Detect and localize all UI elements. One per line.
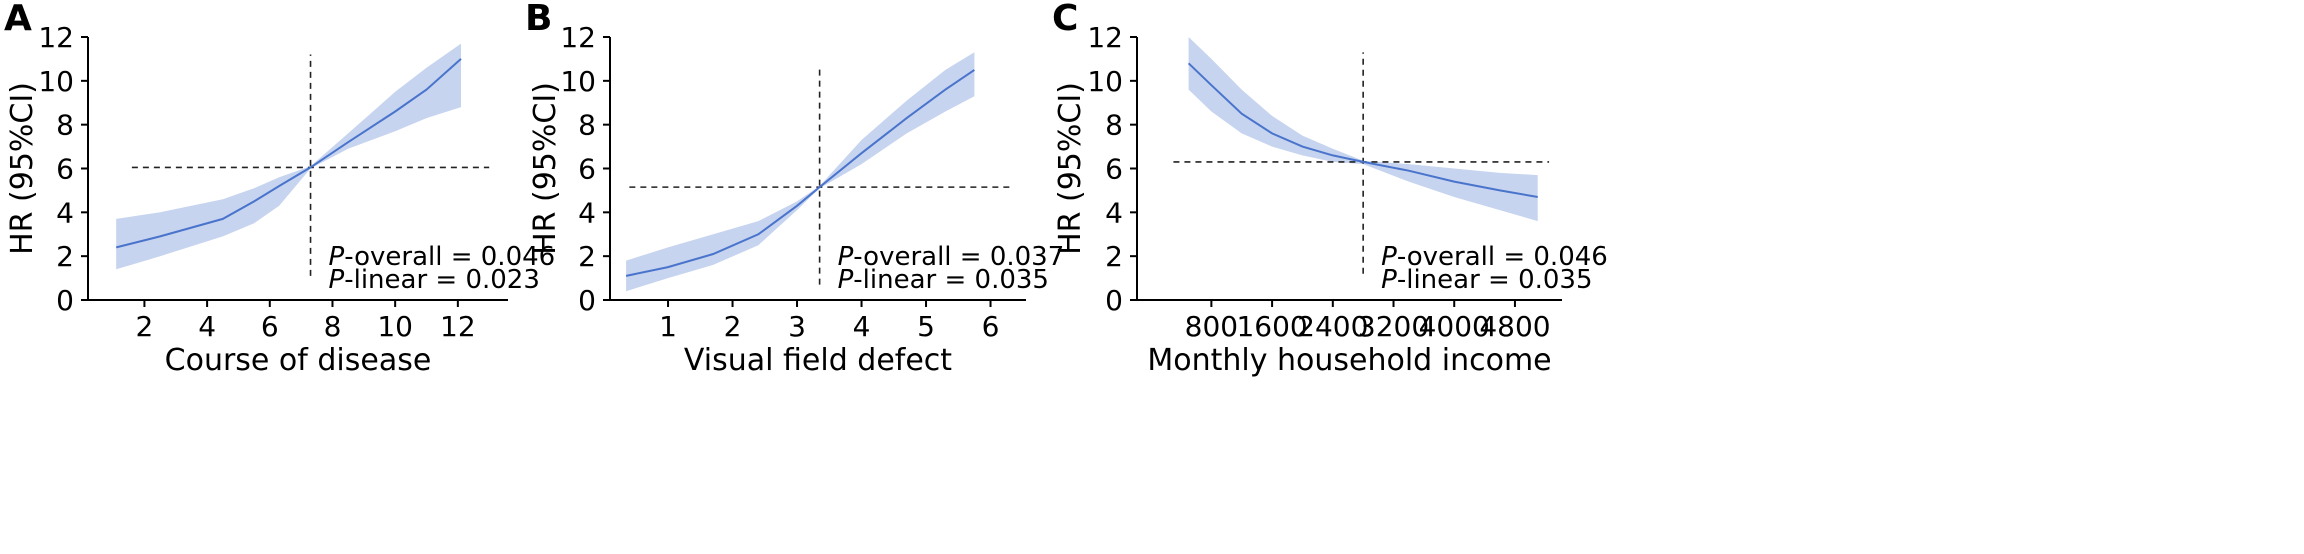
p-value-text: -overall = 0.046 [1397, 242, 1608, 272]
x-tick-label: 800 [1185, 310, 1238, 343]
panel-letter: B [525, 0, 552, 39]
p-italic: P [838, 265, 854, 295]
y-tick-label: 6 [578, 153, 596, 186]
y-tick-label: 0 [578, 284, 596, 317]
p-value-text: -linear = 0.035 [853, 265, 1049, 295]
y-tick-label: 12 [560, 21, 596, 54]
x-tick-label: 6 [261, 310, 279, 343]
p-italic: P [329, 242, 345, 272]
p-value-text: -linear = 0.023 [344, 265, 540, 295]
p-italic: P [329, 265, 345, 295]
x-tick-label: 8 [324, 310, 342, 343]
y-tick-label: 10 [38, 65, 74, 98]
p-value-annotation: P-overall = 0.046 [1381, 242, 1608, 272]
y-tick-label: 8 [578, 109, 596, 142]
y-axis-title: HR (95%CI) [1053, 82, 1088, 255]
x-tick-label: 4 [198, 310, 216, 343]
y-axis-title: HR (95%CI) [528, 82, 563, 255]
p-value-annotation: P-linear = 0.035 [1381, 265, 1592, 295]
x-tick-label: 2400 [1297, 310, 1368, 343]
x-tick-label: 2 [724, 310, 742, 343]
y-axis-title: HR (95%CI) [5, 82, 40, 255]
x-tick-label: 3 [788, 310, 806, 343]
p-italic: P [1381, 242, 1397, 272]
x-tick-label: 10 [377, 310, 413, 343]
y-tick-label: 10 [1087, 65, 1123, 98]
x-tick-label: 4000 [1419, 310, 1490, 343]
panel-letter: C [1052, 0, 1078, 39]
y-tick-label: 2 [578, 240, 596, 273]
x-tick-label: 4800 [1479, 310, 1550, 343]
y-tick-label: 12 [38, 21, 74, 54]
p-value-text: -linear = 0.035 [1397, 265, 1593, 295]
y-tick-label: 6 [56, 153, 74, 186]
y-tick-label: 10 [560, 65, 596, 98]
confidence-band [116, 43, 461, 270]
hr-line [115, 58, 462, 249]
y-tick-label: 6 [1105, 153, 1123, 186]
p-italic: P [838, 242, 854, 272]
p-value-annotation: P-overall = 0.046 [329, 242, 556, 272]
p-value-annotation: P-linear = 0.023 [329, 265, 540, 295]
p-value-text: -overall = 0.046 [344, 242, 555, 272]
p-value-annotation: P-overall = 0.037 [838, 242, 1065, 272]
x-tick-label: 2 [136, 310, 154, 343]
hr-line [625, 69, 975, 277]
x-tick-label: 1600 [1236, 310, 1307, 343]
confidence-band [626, 52, 975, 292]
x-axis-title: Course of disease [165, 343, 432, 378]
y-tick-label: 2 [56, 240, 74, 273]
x-tick-label: 3200 [1358, 310, 1429, 343]
y-tick-label: 2 [1105, 240, 1123, 273]
y-tick-label: 4 [56, 196, 74, 229]
y-tick-label: 0 [1105, 284, 1123, 317]
y-tick-label: 8 [56, 109, 74, 142]
x-tick-label: 1 [659, 310, 677, 343]
x-axis-title: Visual field defect [684, 343, 952, 378]
panel-letter: A [4, 0, 32, 39]
y-tick-label: 4 [578, 196, 596, 229]
p-value-annotation: P-linear = 0.035 [838, 265, 1049, 295]
y-tick-label: 12 [1087, 21, 1123, 54]
x-axis-title: Monthly household income [1147, 343, 1551, 378]
confidence-band [1188, 37, 1538, 222]
y-tick-label: 8 [1105, 109, 1123, 142]
hr-line [1187, 62, 1538, 198]
x-tick-label: 12 [440, 310, 476, 343]
chart-panel-c: C 0 2 4 6 8 10 12 80016002400320040004800Monthly… [1052, 0, 1608, 378]
x-tick-label: 6 [982, 310, 1000, 343]
y-tick-label: 0 [56, 284, 74, 317]
p-italic: P [1381, 265, 1397, 295]
x-tick-label: 5 [917, 310, 935, 343]
p-value-text: -overall = 0.037 [853, 242, 1064, 272]
x-tick-label: 4 [853, 310, 871, 343]
y-tick-label: 4 [1105, 196, 1123, 229]
